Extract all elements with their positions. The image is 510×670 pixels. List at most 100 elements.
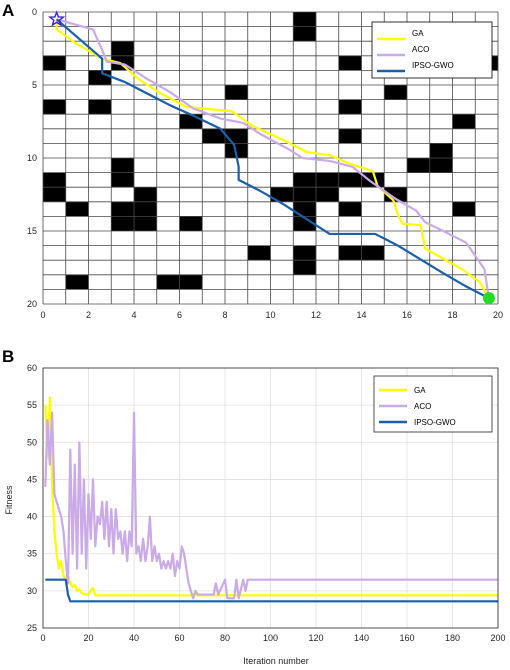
y-axis-title: Fitness — [4, 485, 14, 515]
marker-layer — [48, 10, 495, 305]
y-tick-labels: 25 30 35 40 45 50 55 60 — [27, 363, 37, 633]
series-layer — [44, 396, 498, 603]
y-tick-label: 45 — [27, 474, 37, 484]
obstacle-cell — [361, 172, 385, 188]
obstacle-cell — [293, 245, 316, 261]
obstacle-cell — [111, 216, 134, 231]
x-tick-label: 20 — [83, 633, 93, 643]
obstacle-cell — [452, 201, 476, 217]
series-line-ipso-gwo — [45, 578, 498, 603]
obstacle-cell — [293, 201, 316, 217]
obstacle-cell — [134, 201, 157, 217]
obstacle-cell — [429, 158, 453, 173]
x-tick-label: 200 — [490, 633, 505, 643]
x-tick-labels: 0 20 40 60 80 100 120 140 160 180 200 — [40, 633, 505, 643]
obstacle-cell — [43, 172, 66, 188]
y-tick-label: 60 — [27, 363, 37, 373]
y-tick-label: 50 — [27, 437, 37, 447]
obstacle-cell — [43, 187, 66, 202]
x-tick-label: 4 — [131, 310, 136, 320]
obstacle-cell — [338, 172, 362, 188]
obstacle-cell — [293, 216, 316, 231]
obstacle-cell — [338, 201, 362, 217]
obstacle-cell — [134, 216, 157, 231]
obstacle-cell — [225, 128, 248, 144]
x-tick-label: 18 — [447, 310, 457, 320]
x-tick-label: 160 — [399, 633, 414, 643]
obstacle-cell — [293, 26, 316, 42]
obstacle-cell — [43, 55, 66, 71]
obstacle-cell — [361, 245, 385, 261]
obstacle-cell — [316, 187, 339, 202]
legend-label: IPSO-GWO — [412, 61, 454, 70]
obstacle-cell — [316, 172, 339, 188]
series-line-aco — [44, 411, 498, 600]
x-tick-label: 14 — [356, 310, 366, 320]
y-tick-label: 15 — [27, 226, 37, 236]
obstacle-cell — [111, 201, 134, 217]
obstacle-cell — [111, 172, 134, 188]
x-tick-label: 60 — [174, 633, 184, 643]
obstacle-cell — [88, 70, 112, 85]
obstacle-cell — [247, 245, 271, 261]
x-tick-label: 10 — [265, 310, 275, 320]
obstacle-cell — [407, 158, 430, 173]
y-tick-label: 30 — [27, 586, 37, 596]
y-tick-label: 40 — [27, 512, 37, 522]
x-tick-label: 120 — [308, 633, 323, 643]
x-axis-title: Iteration number — [243, 656, 309, 666]
path-layer — [55, 18, 490, 300]
obstacle-cell — [293, 172, 316, 188]
obstacle-cell — [293, 260, 316, 275]
x-tick-label: 40 — [129, 633, 139, 643]
x-tick-label: 0 — [40, 633, 45, 643]
obstacle-cell — [452, 114, 476, 129]
obstacle-cell — [384, 85, 407, 100]
legend-a: GA ACO IPSO-GWO — [371, 21, 493, 79]
path-ipso-gwo — [55, 18, 490, 300]
y-tick-labels: 0 5 10 15 20 — [27, 7, 37, 309]
legend-box — [371, 21, 493, 79]
x-tick-label: 80 — [220, 633, 230, 643]
obstacle-cell — [111, 41, 134, 56]
obstacle-cell — [43, 99, 66, 115]
panel-b-letter: B — [2, 347, 14, 366]
obstacle-cell — [293, 187, 316, 202]
x-tick-label: 6 — [177, 310, 182, 320]
y-tick-label: 20 — [27, 299, 37, 309]
obstacle-cell — [338, 99, 362, 115]
obstacle-cell — [429, 143, 453, 158]
obstacle-cell — [338, 128, 362, 144]
obstacle-cell — [134, 187, 157, 202]
y-tick-label: 0 — [32, 7, 37, 17]
x-tick-label: 8 — [222, 310, 227, 320]
obstacle-cell — [179, 114, 203, 129]
x-tick-label: 100 — [263, 633, 278, 643]
obstacle-cell — [156, 274, 180, 290]
obstacle-cell — [202, 128, 225, 144]
y-tick-label: 35 — [27, 549, 37, 559]
obstacle-cell — [179, 216, 203, 231]
grid-lines — [42, 11, 499, 305]
x-tick-label: 2 — [86, 310, 91, 320]
legend-b: GA ACO IPSO-GWO — [373, 375, 493, 433]
start-star-icon — [48, 10, 66, 27]
path-aco — [56, 18, 490, 299]
goal-circle-icon — [482, 292, 495, 305]
obstacle-cell — [225, 85, 248, 100]
x-tick-labels: 0 2 4 6 8 10 12 14 16 18 20 — [40, 310, 503, 320]
y-tick-label: 10 — [27, 153, 37, 163]
series-line-ga — [44, 396, 498, 597]
obstacle-cell — [65, 274, 89, 290]
panel-b-line-chart: 0 20 40 60 80 100 120 140 160 180 200 25 30 35 40 45 50… — [4, 363, 506, 666]
obstacle-cell — [88, 99, 112, 115]
obstacle-cell — [179, 274, 203, 290]
y-tick-label: 5 — [32, 80, 37, 90]
x-tick-label: 12 — [311, 310, 321, 320]
legend-label: ACO — [412, 45, 429, 54]
y-tick-label: 55 — [27, 400, 37, 410]
x-tick-label: 0 — [40, 310, 45, 320]
legend-label: ACO — [414, 402, 431, 411]
x-tick-label: 140 — [354, 633, 369, 643]
